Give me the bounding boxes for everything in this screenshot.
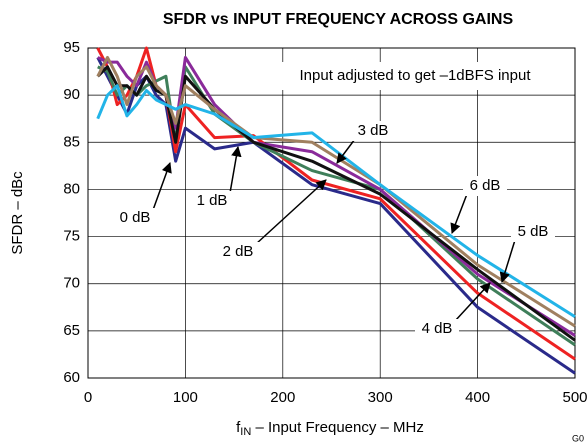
chart-title: SFDR vs INPUT FREQUENCY ACROSS GAINS bbox=[163, 11, 514, 28]
x-axis-label: fIN – Input Frequency – MHz bbox=[236, 419, 424, 438]
y-tick-label: 95 bbox=[63, 39, 80, 56]
series-label: 4 dB bbox=[422, 320, 453, 337]
y-tick-label: 75 bbox=[63, 228, 80, 245]
label-bg bbox=[351, 121, 395, 141]
series-label: 3 dB bbox=[358, 122, 389, 139]
annotation-box bbox=[262, 62, 568, 90]
x-tick-label: 500 bbox=[562, 389, 587, 406]
y-axis-label: SFDR – dBc bbox=[9, 171, 26, 255]
label-bg bbox=[113, 208, 157, 228]
x-tick-label: 400 bbox=[465, 389, 490, 406]
label-arrow bbox=[454, 282, 491, 322]
y-tick-label: 65 bbox=[63, 322, 80, 339]
figure-id: G0 bbox=[572, 433, 584, 443]
label-arrow bbox=[255, 179, 327, 245]
y-tick-label: 60 bbox=[63, 369, 80, 386]
y-tick-label: 90 bbox=[63, 86, 80, 103]
label-bg bbox=[415, 319, 459, 339]
label-arrow bbox=[336, 138, 356, 164]
x-label-rest: – Input Frequency – MHz bbox=[251, 419, 424, 436]
plot-area bbox=[87, 47, 576, 379]
label-arrow bbox=[152, 162, 172, 211]
series-label: 2 dB bbox=[223, 243, 254, 260]
series-label: 0 dB bbox=[120, 209, 151, 226]
label-bg bbox=[511, 222, 555, 242]
label-arrow bbox=[229, 145, 242, 194]
label-bg bbox=[216, 242, 260, 262]
y-tick-label: 80 bbox=[63, 180, 80, 197]
x-tick-label: 100 bbox=[173, 389, 198, 406]
x-tick-label: 200 bbox=[270, 389, 295, 406]
y-tick-label: 85 bbox=[63, 133, 80, 150]
series-line bbox=[96, 65, 576, 342]
y-tick-label: 70 bbox=[63, 275, 80, 292]
label-bg bbox=[463, 176, 507, 196]
label-bg bbox=[190, 191, 234, 211]
series-label: 6 dB bbox=[470, 177, 501, 194]
x-tick-label: 0 bbox=[84, 389, 92, 406]
x-label-main: f bbox=[236, 419, 241, 436]
x-label-sub: IN bbox=[240, 426, 251, 438]
annotation: Input adjusted to get –1dBFS input bbox=[300, 67, 532, 84]
x-tick-label: 300 bbox=[368, 389, 393, 406]
series-label: 1 dB bbox=[197, 192, 228, 209]
series-label: 5 dB bbox=[518, 223, 549, 240]
label-arrow bbox=[499, 239, 516, 284]
label-arrow bbox=[450, 193, 468, 234]
